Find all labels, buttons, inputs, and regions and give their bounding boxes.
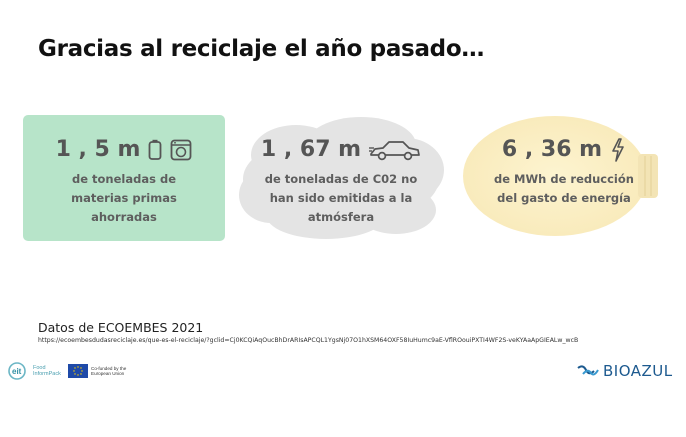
eit-food-text: Food InformPack [33,365,61,377]
eu-flag-icon [68,364,88,378]
desc-line: del gasto de energía [497,191,631,205]
eit-food-logo: eit Food InformPack [8,362,61,380]
desc-line: de toneladas de [72,172,176,186]
bioazul-logo: BIOAZUL [577,362,673,380]
stat-description: de toneladas de materias primas ahorrada… [23,170,225,227]
stat-row: 1 , 5 m [23,137,225,162]
stat-card-co2: 1 , 67 m de toneladas de C02 no han sido… [236,115,446,243]
battery-icon [149,139,162,160]
cloud-background [239,117,444,239]
light-bulb-background [463,116,658,236]
eu-line: Co-funded by the [91,365,127,371]
car-icon [369,140,420,160]
bioazul-wave-icon [577,365,599,376]
svg-text:eit: eit [12,367,22,376]
card-content: 1 , 67 m de toneladas de C02 no han sido… [236,137,446,227]
eit-food-line: InformPack [33,371,61,377]
desc-line: han sido emitidas a la [269,191,413,205]
eu-text: Co-funded by the European Union [91,366,126,377]
eit-logo-icon: eit [8,362,26,380]
desc-line: de MWh de reducción [494,172,634,186]
stat-row: 6 , 36 m [460,137,668,162]
stat-description: de MWh de reducción del gasto de energía [460,170,668,208]
stat-card-raw-materials: 1 , 5 m de toneladas de materias primas … [23,115,225,241]
stat-description: de toneladas de C02 no han sido emitidas… [236,170,446,227]
stat-value: 1 , 5 m [55,137,141,162]
card-content: 6 , 36 m de MWh de reducción del gasto d… [460,137,668,208]
desc-line: atmósfera [307,210,375,224]
lightning-icon [612,137,624,162]
stat-card-energy: 6 , 36 m de MWh de reducción del gasto d… [460,112,668,240]
eu-cofunded-logo: Co-funded by the European Union [68,364,126,378]
washing-machine-icon [171,139,192,160]
stat-value: 6 , 36 m [501,137,603,162]
bioazul-text: BIOAZUL [603,362,673,380]
desc-line: ahorradas [91,210,157,224]
desc-line: materias primas [71,191,177,205]
eu-line: European Union [91,371,125,376]
eit-food-line: Food [33,365,46,371]
slide-title: Gracias al reciclaje el año pasado… [38,36,485,62]
source-url[interactable]: https://ecoembesdudasreciclaje.es/que-es… [38,337,579,344]
stat-value: 1 , 67 m [260,137,362,162]
desc-line: de toneladas de C02 no [264,172,418,186]
source-label: Datos de ECOEMBES 2021 [38,320,204,335]
stat-row: 1 , 67 m [236,137,446,162]
